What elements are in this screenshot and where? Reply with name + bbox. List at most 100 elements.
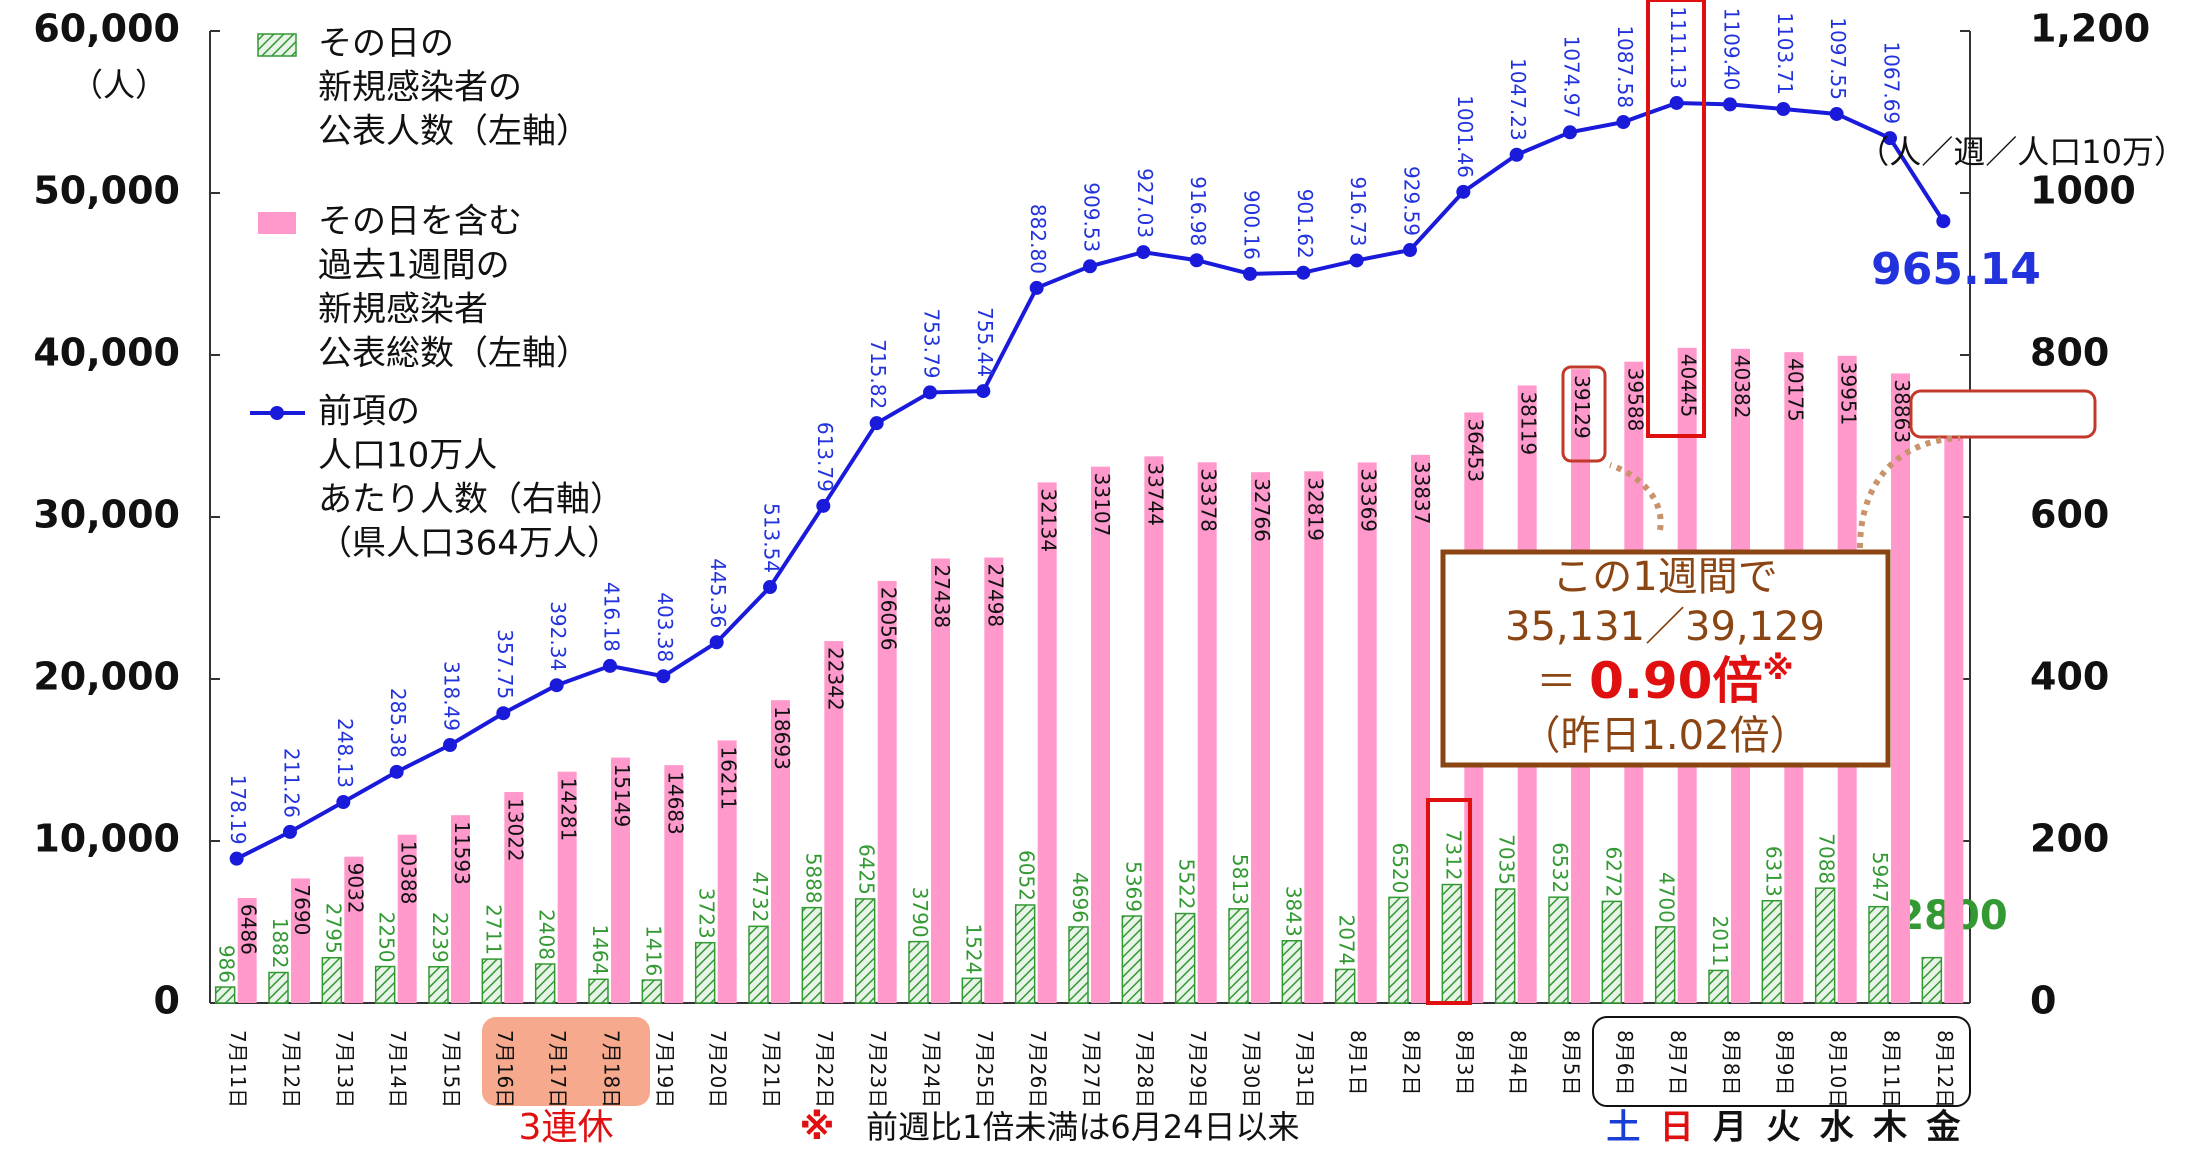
value-label: 916.73 <box>1346 176 1370 246</box>
value-label: 40445 <box>1677 354 1701 418</box>
weekday-label: 木 <box>1872 1108 1907 1148</box>
bar <box>1091 466 1110 1003</box>
bar <box>1251 472 1270 1003</box>
value-label: 15149 <box>610 764 634 828</box>
bar <box>1068 926 1089 1004</box>
bar <box>1441 883 1463 1004</box>
x-tick-label: 8月1日 <box>1346 1030 1370 1095</box>
value-label: 285.38 <box>386 688 410 758</box>
point <box>603 658 617 673</box>
bar <box>984 557 1004 1003</box>
point <box>1243 266 1257 281</box>
y-tick-label: 60,000 <box>33 7 180 51</box>
legend-swatch <box>257 33 297 57</box>
value-label: 6520 <box>1388 842 1412 893</box>
bar <box>1388 896 1409 1004</box>
point <box>816 498 831 513</box>
bar <box>374 965 396 1004</box>
value-label: 26056 <box>877 587 901 651</box>
bar <box>534 963 556 1004</box>
x-tick-label: 7月14日 <box>386 1030 410 1108</box>
value-label: 1097.55 <box>1826 17 1850 100</box>
weekday-label: 土 <box>1606 1108 1640 1148</box>
value-label: 1087.58 <box>1613 25 1637 108</box>
value-label: 6272 <box>1601 846 1625 897</box>
value-label: 901.62 <box>1293 189 1317 259</box>
value-label: 929.59 <box>1400 166 1424 236</box>
point <box>1029 280 1044 295</box>
value-label: 14683 <box>663 771 687 835</box>
legend-label: 公表総数（左軸） <box>318 334 590 374</box>
annotation-line: 35,131／39,129 <box>1505 604 1825 650</box>
bar <box>268 971 289 1004</box>
point <box>709 635 724 650</box>
value-label: 1882 <box>268 918 292 969</box>
legend-swatch <box>258 212 296 234</box>
legend-label: 新規感染者の <box>318 68 522 108</box>
value-label: 1111.13 <box>1666 6 1690 89</box>
value-label: 5369 <box>1121 861 1145 912</box>
value-label: 1103.71 <box>1773 12 1797 95</box>
value-label: 4732 <box>748 871 772 922</box>
value-label: 6532 <box>1548 842 1572 893</box>
bar <box>801 906 823 1004</box>
x-tick-label: 7月11日 <box>226 1030 250 1108</box>
y-tick-label: 40,000 <box>33 331 180 375</box>
value-label: 27438 <box>930 565 954 629</box>
value-label: 39588 <box>1623 368 1647 432</box>
point <box>443 738 457 753</box>
value-label: 909.53 <box>1080 182 1104 252</box>
bar <box>854 898 876 1004</box>
point <box>923 385 937 400</box>
value-label: 392.34 <box>546 601 570 671</box>
bar <box>1944 433 1964 1003</box>
value-label: 5813 <box>1228 854 1252 905</box>
annotation-mark: ※ <box>1762 649 1793 687</box>
point <box>763 580 777 595</box>
footnote-mark: ※ <box>800 1107 835 1148</box>
x-tick-label: 7月21日 <box>760 1030 784 1108</box>
weekday-label: 日 <box>1660 1108 1694 1148</box>
x-tick-label: 8月5日 <box>1560 1030 1584 1095</box>
bar <box>877 580 897 1003</box>
bar <box>1037 482 1057 1003</box>
legend-label: あたり人数（右軸） <box>318 480 624 520</box>
highlight-8-3 <box>1426 798 1472 1005</box>
point <box>1136 245 1151 260</box>
legend-swatch <box>270 406 284 420</box>
point <box>1403 243 1417 258</box>
value-label: 1001.46 <box>1453 95 1477 178</box>
value-label: 33744 <box>1143 462 1167 526</box>
bar <box>1144 456 1164 1004</box>
value-label: 40382 <box>1730 355 1754 419</box>
value-label: 7690 <box>290 884 314 935</box>
legend-label: 人口10万人 <box>318 436 497 476</box>
value-label: 357.75 <box>493 629 517 699</box>
weekday-label: 金 <box>1925 1108 1961 1148</box>
value-label: 10388 <box>397 841 421 905</box>
bar <box>504 792 524 1003</box>
value-label: 2795 <box>321 903 345 954</box>
point <box>1456 184 1471 199</box>
y2-tick-label: 600 <box>2030 493 2109 537</box>
value-label: 445.36 <box>706 558 730 628</box>
weekday-label: 月 <box>1713 1108 1747 1148</box>
y-axis-label: （人） <box>71 66 167 104</box>
x-tick-label: 7月12日 <box>280 1030 304 1108</box>
bar <box>931 558 950 1003</box>
x-tick-label: 7月31日 <box>1293 1030 1317 1108</box>
value-label: 1464 <box>588 924 612 975</box>
legend-label: 過去1週間の <box>318 246 510 286</box>
bar <box>1014 904 1036 1004</box>
bar <box>824 641 844 1003</box>
arrow-right <box>1857 435 1961 549</box>
value-label: 715.82 <box>866 339 890 409</box>
x-tick-label: 8月7日 <box>1666 1030 1690 1095</box>
bar <box>1921 956 1943 1004</box>
arrow-left <box>1608 462 1664 531</box>
point <box>1776 101 1791 116</box>
value-label: 1109.40 <box>1720 8 1744 91</box>
point <box>1936 214 1951 229</box>
x-tick-label: 8月2日 <box>1400 1030 1424 1095</box>
bar <box>1357 462 1377 1003</box>
